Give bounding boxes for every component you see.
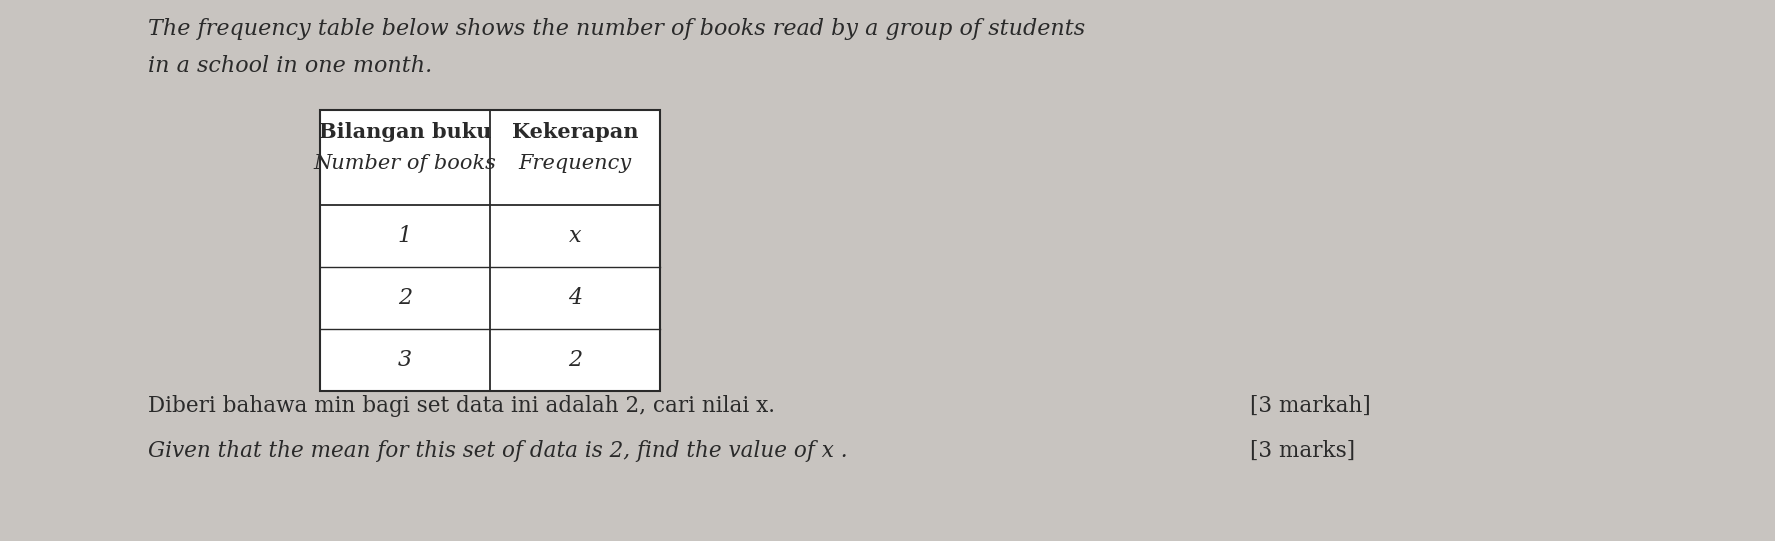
Text: 1: 1	[398, 225, 412, 247]
Text: Bilangan buku: Bilangan buku	[320, 122, 492, 142]
Text: 4: 4	[568, 287, 582, 309]
Text: 2: 2	[568, 349, 582, 371]
Text: Given that the mean for this set of data is 2, find the value of x .: Given that the mean for this set of data…	[147, 440, 848, 462]
Text: Number of books: Number of books	[314, 154, 497, 173]
Text: 3: 3	[398, 349, 412, 371]
Text: 2: 2	[398, 287, 412, 309]
Text: in a school in one month.: in a school in one month.	[147, 55, 433, 77]
Text: x: x	[568, 225, 580, 247]
Text: Kekerapan: Kekerapan	[511, 122, 639, 142]
Text: Diberi bahawa min bagi set data ini adalah 2, cari nilai x.: Diberi bahawa min bagi set data ini adal…	[147, 395, 776, 417]
Bar	[320, 110, 660, 391]
Text: [3 marks]: [3 marks]	[1250, 440, 1354, 462]
Text: Frequency: Frequency	[518, 154, 632, 173]
Text: [3 markah]: [3 markah]	[1250, 395, 1370, 417]
Text: The frequency table below shows the number of books read by a group of students: The frequency table below shows the numb…	[147, 18, 1085, 40]
